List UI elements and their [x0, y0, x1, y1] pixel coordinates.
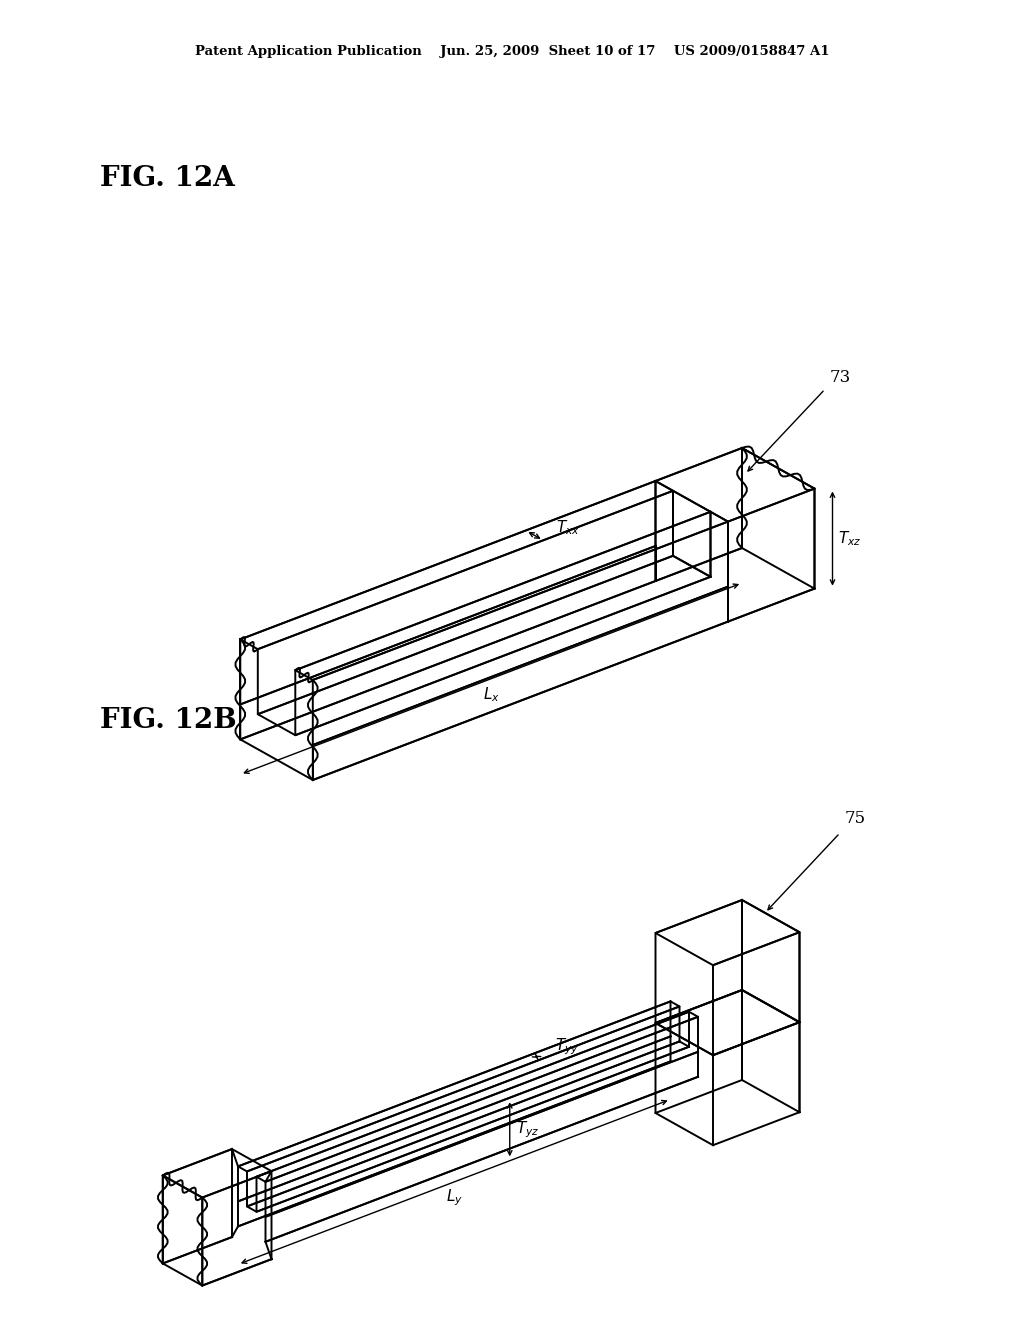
- Text: $L_x$: $L_x$: [482, 685, 500, 704]
- Text: $L_y$: $L_y$: [445, 1188, 463, 1208]
- Text: FIG. 12B: FIG. 12B: [100, 706, 237, 734]
- Text: 73: 73: [830, 368, 851, 385]
- Text: $T_{xx}$: $T_{xx}$: [556, 517, 581, 537]
- Text: $T_{xz}$: $T_{xz}$: [838, 529, 861, 548]
- Text: 75: 75: [845, 810, 866, 828]
- Text: $T_{yy}$: $T_{yy}$: [555, 1036, 579, 1057]
- Text: FIG. 12A: FIG. 12A: [100, 165, 234, 191]
- Text: $T_{yz}$: $T_{yz}$: [516, 1119, 540, 1139]
- Text: Patent Application Publication    Jun. 25, 2009  Sheet 10 of 17    US 2009/01588: Patent Application Publication Jun. 25, …: [195, 45, 829, 58]
